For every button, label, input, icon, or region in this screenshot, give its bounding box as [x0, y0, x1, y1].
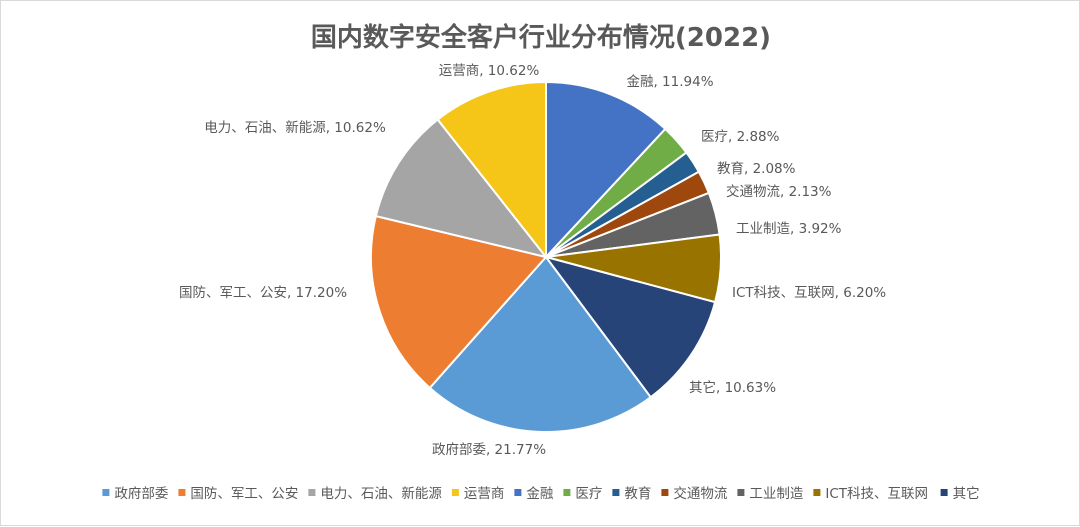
legend-label-8: 交通物流 — [673, 485, 727, 502]
legend-swatch-3 — [308, 489, 316, 496]
legend-swatch-7 — [612, 489, 620, 496]
slice-label-4: 运营商, 10.62% — [439, 63, 540, 79]
legend: 政府部委 国防、军工、公安 电力、石油、新能源 运营商 金融 医疗 教育 交通物流 工业制造 IC… — [102, 485, 980, 502]
legend-label-4: 运营商 — [464, 486, 505, 502]
legend-swatch-6 — [563, 489, 571, 496]
legend-swatch-5 — [514, 489, 522, 496]
chart-title: 国内数字安全客户行业分布情况(2022) — [311, 22, 771, 53]
slice-label-9: 工业制造, 3.92% — [736, 221, 842, 237]
slice-label-1: 政府部委, 21.77% — [432, 442, 546, 458]
legend-swatch-8 — [661, 489, 669, 496]
legend-label-11: 其它 — [953, 485, 980, 502]
slice-label-3: 电力、石油、新能源, 10.62% — [204, 120, 386, 136]
legend-label-1: 政府部委 — [114, 486, 168, 502]
pie-slice-1 — [428, 255, 653, 433]
legend-swatch-4 — [451, 489, 459, 496]
slice-label-11: 其它, 10.63% — [689, 379, 776, 396]
legend-swatch-10 — [813, 489, 821, 496]
pie-slice-2 — [370, 214, 548, 390]
legend-swatch-1 — [102, 489, 110, 496]
slice-labels: 政府部委, 21.77% 国防、军工、公安, 17.20% 电力、石油、新能源, 1… — [179, 63, 886, 458]
slice-label-6: 医疗, 2.88% — [701, 129, 780, 145]
slice-label-10: ICT科技、互联网, 6.20% — [732, 285, 886, 301]
legend-swatch-11 — [940, 489, 948, 496]
slice-label-8: 交通物流, 2.13% — [726, 183, 832, 200]
legend-swatch-9 — [737, 489, 745, 496]
pie-slice-4 — [436, 80, 547, 260]
legend-label-9: 工业制造 — [749, 486, 803, 502]
pie-slice-11 — [543, 255, 717, 399]
legend-swatch-2 — [178, 489, 186, 496]
slice-label-2: 国防、军工、公安, 17.20% — [179, 285, 347, 301]
legend-label-6: 医疗 — [575, 486, 602, 502]
slice-label-7: 教育, 2.08% — [717, 161, 796, 177]
legend-label-10: ICT科技、互联网 — [825, 486, 928, 502]
pie-slices — [370, 80, 722, 433]
legend-label-7: 教育 — [624, 486, 651, 502]
pie-slice-3 — [374, 118, 549, 259]
legend-label-5: 金融 — [526, 486, 554, 502]
slice-label-5: 金融, 11.94% — [626, 74, 713, 90]
legend-label-2: 国防、军工、公安 — [190, 486, 298, 502]
legend-label-3: 电力、石油、新能源 — [320, 486, 442, 502]
pie-slice-5 — [545, 80, 667, 260]
